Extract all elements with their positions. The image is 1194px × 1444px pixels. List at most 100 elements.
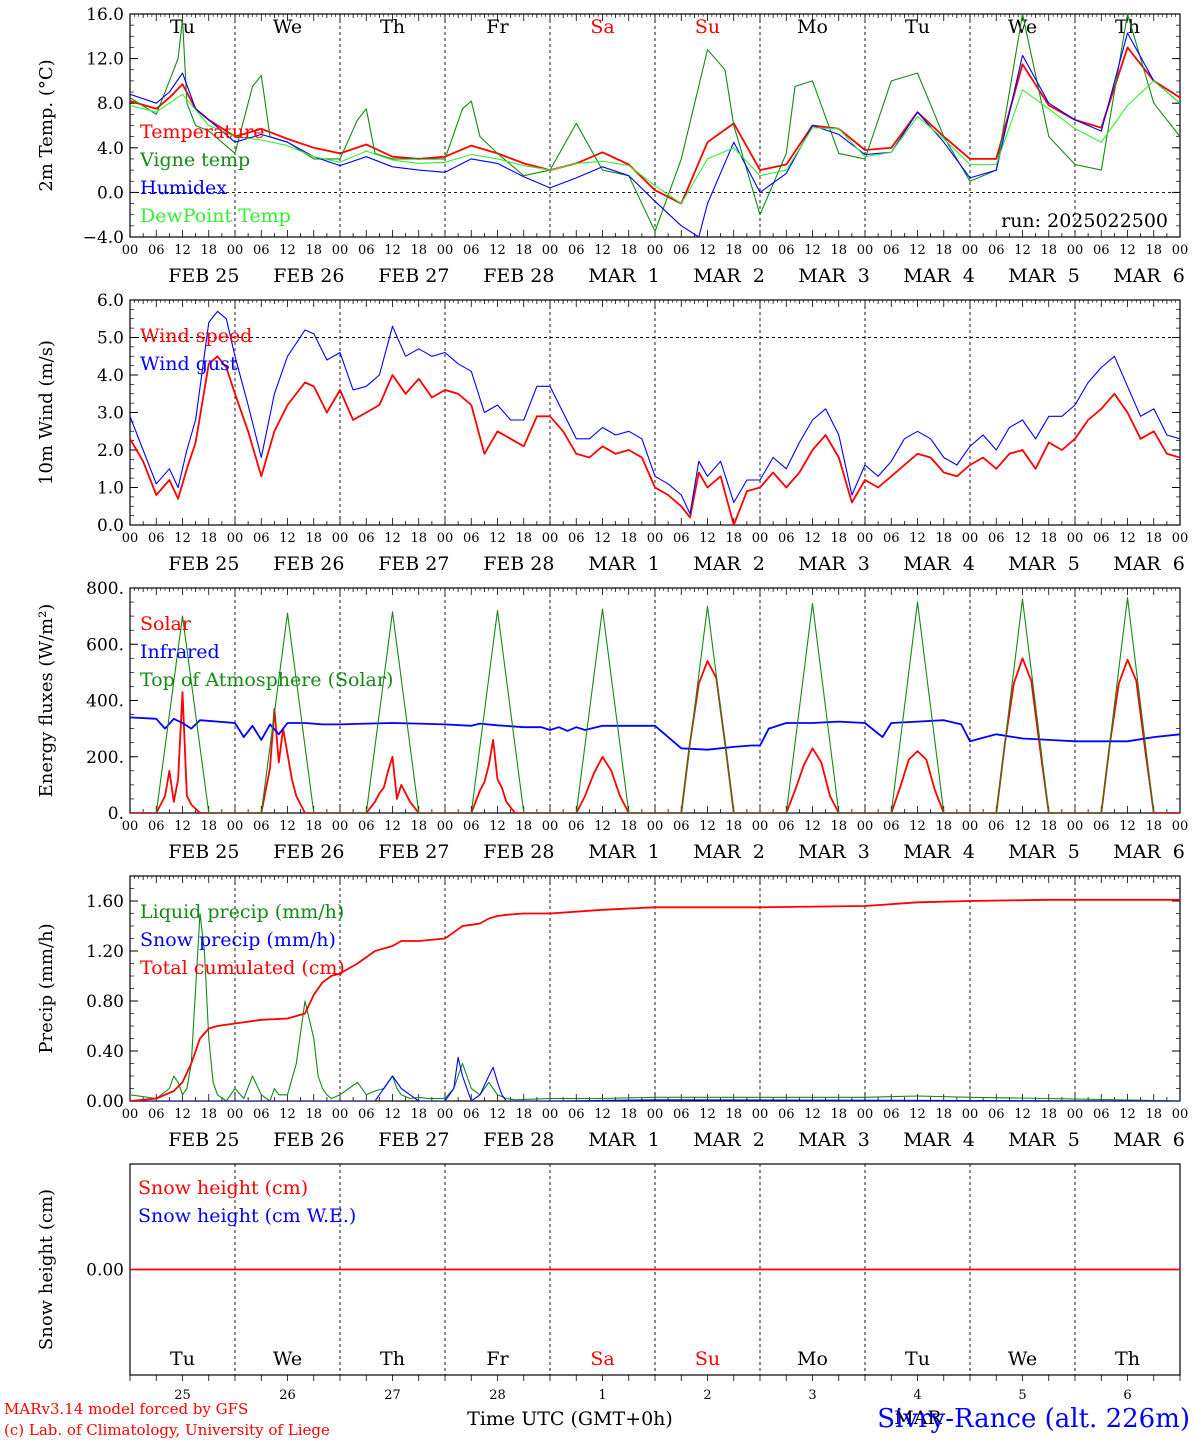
x-tick-label: 12: [909, 1107, 926, 1122]
x-tick-label: 06: [148, 243, 165, 258]
day-label: Tu: [905, 1348, 930, 1370]
x-tick-label: 18: [515, 819, 532, 834]
x-tick-label: 06: [673, 819, 690, 834]
date-label: FEB 27: [378, 1129, 449, 1151]
y-tick-label: 0.40: [86, 1042, 124, 1062]
x-tick-label: 06: [778, 243, 795, 258]
date-label: MAR 5: [1008, 1129, 1080, 1151]
x-tick-label: 18: [305, 531, 322, 546]
y-tick-label: 16.0: [86, 5, 124, 25]
panel-temperature: −4.0 0.0 4.0 8.0 12.0 16.0 2m Temp. (°C) 00 06 12…: [36, 5, 1188, 287]
legend-entry: DewPoint Temp: [140, 205, 291, 227]
date-label: MAR 2: [693, 553, 765, 575]
legend-entry: Snow height (cm): [138, 1177, 308, 1199]
x-tick-label: 18: [1040, 819, 1057, 834]
x-tick-label: 18: [200, 243, 217, 258]
date-label: MAR 4: [903, 1129, 975, 1151]
panel-energy: 0. 200. 400. 600. 800. Energy fluxes (W/m²) 00…: [36, 579, 1188, 863]
x-tick-label: 12: [174, 819, 191, 834]
x-tick-label: 18: [1040, 243, 1057, 258]
x-tick-label: 18: [305, 819, 322, 834]
x-tick-label: 12: [1119, 531, 1136, 546]
x-tick-label: 12: [489, 1107, 506, 1122]
y-tick-label: 4.0: [97, 139, 124, 159]
x-tick-label: 06: [253, 531, 270, 546]
plot-frame: [129, 587, 1181, 814]
date-label: FEB 27: [378, 553, 449, 575]
day-label: Sa: [590, 1348, 614, 1370]
day-label: Mo: [797, 1348, 828, 1370]
date-label: MAR 2: [693, 1129, 765, 1151]
y-tick-label: 0.80: [86, 992, 124, 1012]
x-tick-label: 12: [489, 243, 506, 258]
legend-entry: Liquid precip (mm/h): [140, 901, 344, 923]
legend-entry: Snow height (cm W.E.): [138, 1205, 356, 1227]
series-line-wind-speed: [130, 355, 1180, 525]
panel-wind: 0.0 1.0 2.0 3.0 4.0 5.0 6.0 10m Wind (m/s) 00 06 1…: [36, 291, 1188, 575]
date-label: MAR 4: [903, 553, 975, 575]
x-tick-label: 12: [174, 531, 191, 546]
x-tick-label: 12: [1119, 1107, 1136, 1122]
y-axis-label: 10m Wind (m/s): [36, 340, 57, 485]
series-line-infrared: [130, 716, 1180, 751]
y-tick-label: 400.: [86, 692, 124, 712]
day-number: 25: [174, 1388, 191, 1403]
x-tick-label: 00: [332, 243, 349, 258]
date-label: MAR 6: [1113, 553, 1185, 575]
x-tick-label: 00: [227, 819, 244, 834]
x-tick-label: 00: [332, 1107, 349, 1122]
x-tick-label: 12: [699, 243, 716, 258]
x-tick-label: 06: [463, 243, 480, 258]
y-tick-label: 0.: [108, 804, 124, 824]
y-axis-label: Snow height (cm): [36, 1189, 57, 1350]
x-tick-label: 18: [725, 531, 742, 546]
x-tick-label: 12: [174, 1107, 191, 1122]
x-tick-label: 00: [752, 1107, 769, 1122]
y-tick-label: 600.: [86, 635, 124, 655]
series-line-temperature: [130, 46, 1180, 205]
x-tick-label: 18: [515, 531, 532, 546]
date-label: MAR 5: [1008, 841, 1080, 863]
day-label: Mo: [797, 16, 828, 38]
x-tick-label: 06: [568, 1107, 585, 1122]
x-tick-label: 06: [778, 531, 795, 546]
series-line-humidex: [130, 32, 1180, 237]
day-number: 2: [703, 1388, 711, 1403]
x-tick-label: 00: [752, 819, 769, 834]
day-label: Su: [695, 16, 720, 38]
y-tick-label: 2.0: [97, 441, 124, 461]
x-tick-label: 06: [358, 1107, 375, 1122]
x-tick-label: 18: [830, 243, 847, 258]
plot-frame: [129, 299, 1181, 526]
date-label: MAR 1: [588, 841, 660, 863]
day-label: We: [273, 16, 302, 38]
x-tick-label: 00: [962, 1107, 979, 1122]
x-tick-label: 00: [752, 531, 769, 546]
x-tick-label: 06: [883, 819, 900, 834]
x-tick-label: 12: [804, 1107, 821, 1122]
x-tick-label: 06: [1093, 819, 1110, 834]
x-tick-label: 06: [148, 531, 165, 546]
run-annotation: run: 2025022500: [1001, 210, 1168, 232]
y-tick-label: −4.0: [83, 228, 124, 248]
x-tick-label: 06: [358, 819, 375, 834]
y-tick-label: 800.: [86, 579, 124, 599]
x-tick-label: 00: [857, 243, 874, 258]
x-tick-label: 00: [857, 1107, 874, 1122]
x-tick-label: 06: [988, 819, 1005, 834]
legend-entry: Wind gust: [140, 353, 238, 375]
x-tick-label: 06: [778, 1107, 795, 1122]
x-tick-label: 00: [437, 531, 454, 546]
date-label: FEB 27: [378, 841, 449, 863]
x-tick-label: 06: [988, 243, 1005, 258]
x-tick-label: 00: [857, 531, 874, 546]
x-tick-label: 06: [673, 1107, 690, 1122]
x-tick-label: 18: [410, 531, 427, 546]
date-label: MAR 3: [798, 553, 870, 575]
y-tick-label: 6.0: [97, 291, 124, 311]
x-tick-label: 18: [725, 819, 742, 834]
x-tick-label: 06: [1093, 243, 1110, 258]
x-tick-label: 06: [463, 531, 480, 546]
x-tick-label: 06: [358, 531, 375, 546]
date-label: MAR 6: [1113, 265, 1185, 287]
